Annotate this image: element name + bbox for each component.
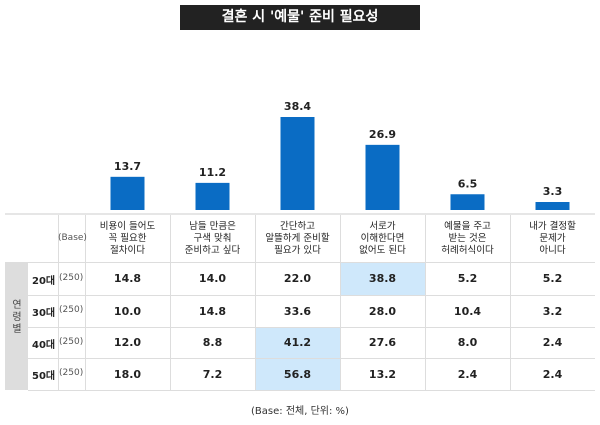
column-divider — [170, 215, 171, 390]
bar — [195, 182, 230, 210]
column-header: 서로가 이해한다면 없어도 된다 — [359, 220, 406, 256]
group-label-bg — [5, 262, 28, 390]
table-cell: 3.2 — [542, 304, 563, 318]
row-base: (250) — [59, 368, 84, 378]
data-label: 13.7 — [114, 160, 141, 173]
table-cell: 12.0 — [113, 336, 142, 349]
data-label: 26.9 — [369, 128, 396, 141]
column-divider — [510, 215, 511, 390]
table-cell: 18.0 — [113, 367, 142, 381]
footer-note: (Base: 전체, 단위: %) — [251, 406, 349, 417]
column-header: 남들 만큼은 구색 맞춰 준비하고 싶다 — [184, 220, 241, 256]
row-divider — [28, 390, 595, 391]
highlight-cell — [255, 358, 340, 390]
row-base: (250) — [59, 336, 84, 347]
data-label: 38.4 — [284, 100, 311, 113]
table-cell: 41.2 — [283, 336, 312, 349]
table-cell: 2.4 — [542, 367, 563, 381]
data-label: 3.3 — [543, 185, 563, 198]
row-divider — [28, 358, 595, 359]
column-header: 예물을 주고 받는 것은 허례허식이다 — [441, 220, 494, 256]
data-label: 6.5 — [458, 177, 478, 190]
row-label: 20대 — [32, 275, 56, 287]
table-cell: 28.0 — [368, 304, 397, 318]
row-label: 50대 — [32, 371, 56, 382]
column-header: 비용이 들어도 꼭 필요한 절차이다 — [99, 220, 156, 256]
column-divider — [340, 215, 341, 390]
table-cell: 33.6 — [283, 304, 312, 318]
table-cell: 27.6 — [368, 336, 397, 349]
bar-chart: 13.7 11.2 38.4 26.9 6.5 3.3 — [5, 100, 595, 215]
bar — [450, 194, 485, 210]
table-cell: 13.2 — [368, 367, 397, 381]
bar — [280, 117, 315, 210]
table-cell: 5.2 — [457, 272, 478, 285]
highlight-cell — [340, 262, 425, 295]
table-cell: 7.2 — [202, 367, 223, 381]
table-cell: 8.8 — [202, 336, 223, 349]
column-header: 내가 결정할 문제가 아니다 — [529, 220, 576, 256]
table-cell: 2.4 — [457, 367, 478, 381]
column-header: 간단하고 알뜰하게 준비할 필요가 있다 — [265, 220, 330, 256]
row-label: 30대 — [32, 308, 56, 319]
chart-title: 결혼 시 '예물' 준비 필요성 — [180, 5, 420, 30]
table-cell: 56.8 — [283, 367, 312, 381]
base-header: (Base) — [58, 233, 87, 243]
bar — [110, 176, 145, 210]
data-label: 11.2 — [199, 166, 226, 179]
table-cell: 2.4 — [542, 336, 563, 349]
table-cell: 14.0 — [198, 272, 227, 285]
table-cell: 14.8 — [198, 304, 227, 318]
row-divider — [28, 262, 595, 263]
row-base: (250) — [59, 272, 84, 283]
table-cell: 8.0 — [457, 336, 478, 349]
column-divider — [425, 215, 426, 390]
column-divider — [85, 215, 86, 390]
row-divider — [28, 295, 595, 296]
table-cell: 14.8 — [113, 272, 142, 285]
table-cell: 38.8 — [368, 272, 397, 285]
highlight-cell — [255, 327, 340, 358]
group-label: 연령별 — [12, 300, 22, 335]
row-label: 40대 — [32, 339, 56, 351]
column-divider — [255, 215, 256, 390]
table-cell: 10.4 — [453, 304, 482, 318]
bar — [535, 202, 570, 210]
table-cell: 5.2 — [542, 272, 563, 285]
row-divider — [28, 327, 595, 328]
table-cell: 22.0 — [283, 272, 312, 285]
table-cell: 10.0 — [113, 304, 142, 318]
bar — [365, 144, 400, 210]
column-divider — [58, 215, 59, 390]
row-base: (250) — [59, 305, 84, 315]
